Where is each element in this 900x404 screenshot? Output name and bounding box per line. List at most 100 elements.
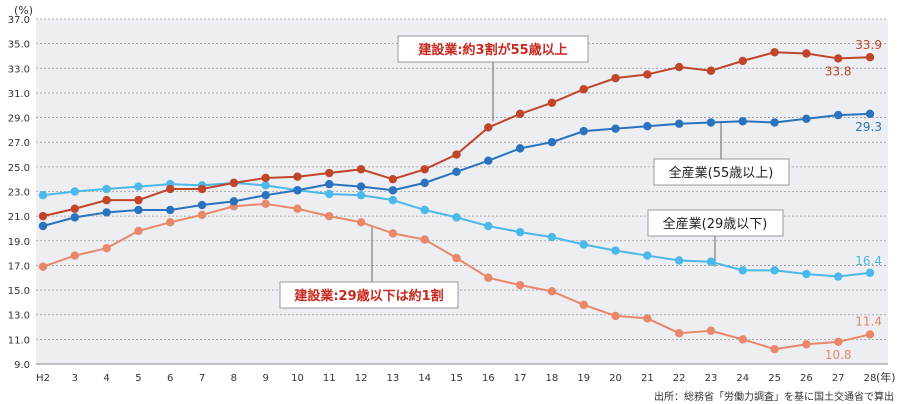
- source-note: 出所：総務省「労働力調査」を基に国土交通省で算出: [654, 390, 894, 403]
- data-point: [706, 326, 716, 335]
- x-tick-label: 15: [450, 373, 463, 384]
- data-point: [515, 109, 525, 119]
- data-point: [325, 179, 334, 189]
- data-point: [547, 98, 557, 107]
- data-point: [643, 70, 652, 79]
- data-point: [515, 227, 525, 237]
- data-point: [420, 205, 429, 215]
- data-point: [38, 211, 48, 221]
- data-point: [38, 221, 48, 231]
- y-tick-label: 27.0: [8, 138, 30, 149]
- data-point: [738, 335, 747, 344]
- series-0: [38, 48, 875, 221]
- callout-all-29: 全産業(29歳以下): [647, 209, 784, 237]
- y-axis-label: (%): [14, 4, 33, 17]
- data-point: [865, 109, 875, 119]
- x-tick-label: 7: [199, 373, 205, 384]
- data-point: [547, 138, 557, 147]
- data-label: 29.3: [855, 120, 882, 134]
- data-point: [706, 66, 716, 75]
- data-point: [674, 328, 684, 338]
- x-tick-label: 26: [800, 373, 813, 384]
- data-point: [261, 173, 270, 183]
- data-point: [611, 311, 620, 321]
- y-tick-label: 17.0: [8, 261, 30, 272]
- data-point: [356, 190, 366, 200]
- y-tick-label: 23.0: [8, 188, 30, 199]
- data-point: [38, 262, 48, 271]
- data-point: [579, 300, 588, 310]
- data-point: [706, 257, 716, 266]
- data-point: [643, 121, 652, 131]
- data-point: [802, 340, 811, 349]
- data-point: [70, 204, 80, 213]
- y-tick-label: 21.0: [8, 212, 30, 223]
- data-point: [325, 168, 334, 178]
- x-tick-label: 10: [291, 373, 304, 384]
- data-point: [38, 190, 48, 200]
- data-point: [229, 197, 239, 206]
- data-point: [738, 117, 747, 126]
- data-point: [102, 208, 111, 217]
- data-point: [388, 229, 398, 238]
- y-tick-label: 29.0: [8, 114, 30, 125]
- y-tick-label: 15.0: [8, 286, 30, 297]
- data-point: [484, 156, 493, 165]
- x-tick-label: 13: [387, 373, 400, 384]
- data-point: [293, 204, 302, 213]
- data-point: [102, 243, 111, 253]
- data-point: [802, 269, 811, 279]
- y-tick-label: 11.0: [8, 335, 30, 346]
- y-tick-label: 31.0: [8, 89, 30, 100]
- data-point: [738, 266, 747, 275]
- data-point: [515, 144, 525, 153]
- y-tick-label: 33.0: [8, 64, 30, 75]
- data-point: [134, 182, 143, 191]
- x-tick-label: 6: [167, 373, 173, 384]
- data-point: [102, 184, 111, 194]
- data-point: [420, 165, 429, 174]
- data-point: [134, 205, 143, 215]
- data-point: [833, 54, 843, 63]
- data-point: [70, 251, 80, 260]
- x-tick-label: 19: [577, 373, 590, 384]
- data-point: [579, 240, 588, 249]
- data-point: [484, 273, 493, 282]
- data-point: [452, 253, 461, 263]
- x-tick-label: 18: [546, 373, 559, 384]
- x-tick-label: 24: [736, 373, 749, 384]
- data-point: [802, 49, 811, 58]
- data-point: [452, 150, 461, 159]
- y-tick-label: 35.0: [8, 40, 30, 51]
- y-tick-label: 9.0: [14, 360, 30, 371]
- data-point: [611, 73, 620, 83]
- data-point: [166, 205, 175, 215]
- x-axis-label: (年): [876, 370, 896, 384]
- series-1: [38, 109, 875, 231]
- svg-text:全産業(29歳以下): 全産業(29歳以下): [663, 216, 768, 232]
- y-tick-label: 13.0: [8, 311, 30, 322]
- data-point: [356, 218, 366, 227]
- data-point: [325, 189, 334, 199]
- data-point: [452, 213, 461, 222]
- data-point: [293, 172, 302, 181]
- x-tick-label: 8: [231, 373, 237, 384]
- svg-text:全産業(55歳以上): 全産業(55歳以上): [669, 165, 774, 181]
- data-point: [674, 62, 684, 72]
- y-tick-label: 25.0: [8, 163, 30, 174]
- data-point: [70, 213, 80, 222]
- x-tick-label: 9: [262, 373, 268, 384]
- x-tick-label: 25: [768, 373, 781, 384]
- callout-construction-29: 建設業:29歳以下は約1割: [279, 281, 459, 309]
- data-point: [420, 178, 429, 188]
- data-point: [833, 337, 843, 347]
- data-point: [102, 195, 111, 205]
- data-label: 33.8: [825, 64, 852, 78]
- series-3: [38, 199, 875, 354]
- data-point: [674, 256, 684, 265]
- data-point: [865, 52, 875, 62]
- data-point: [261, 199, 270, 209]
- x-tick-label: 23: [705, 373, 718, 384]
- data-point: [674, 119, 684, 128]
